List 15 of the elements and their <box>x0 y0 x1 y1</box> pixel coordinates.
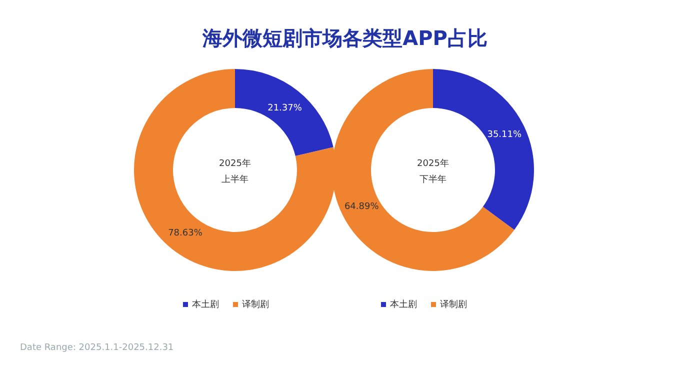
legend-label: 译制剧 <box>440 299 467 310</box>
chart-title: 海外微短剧市场各类型APP占比 <box>202 26 488 50</box>
legend-label: 本土剧 <box>390 299 417 310</box>
legend-label: 本土剧 <box>192 299 219 310</box>
text: 2025年 <box>417 158 449 169</box>
data-label: 64.89% <box>344 202 380 212</box>
donut-slice <box>235 69 334 156</box>
legend-label: 译制剧 <box>242 299 269 310</box>
data-label: 35.11% <box>487 130 522 140</box>
data-label: 78.63% <box>168 228 203 239</box>
data-label: 21.37% <box>268 103 302 114</box>
text: Date Range: 2025.1.1-2025.12.31 <box>20 343 174 353</box>
text: 上半年 <box>222 174 248 185</box>
text: 下半年 <box>420 174 446 185</box>
text: 2025年 <box>219 158 251 169</box>
